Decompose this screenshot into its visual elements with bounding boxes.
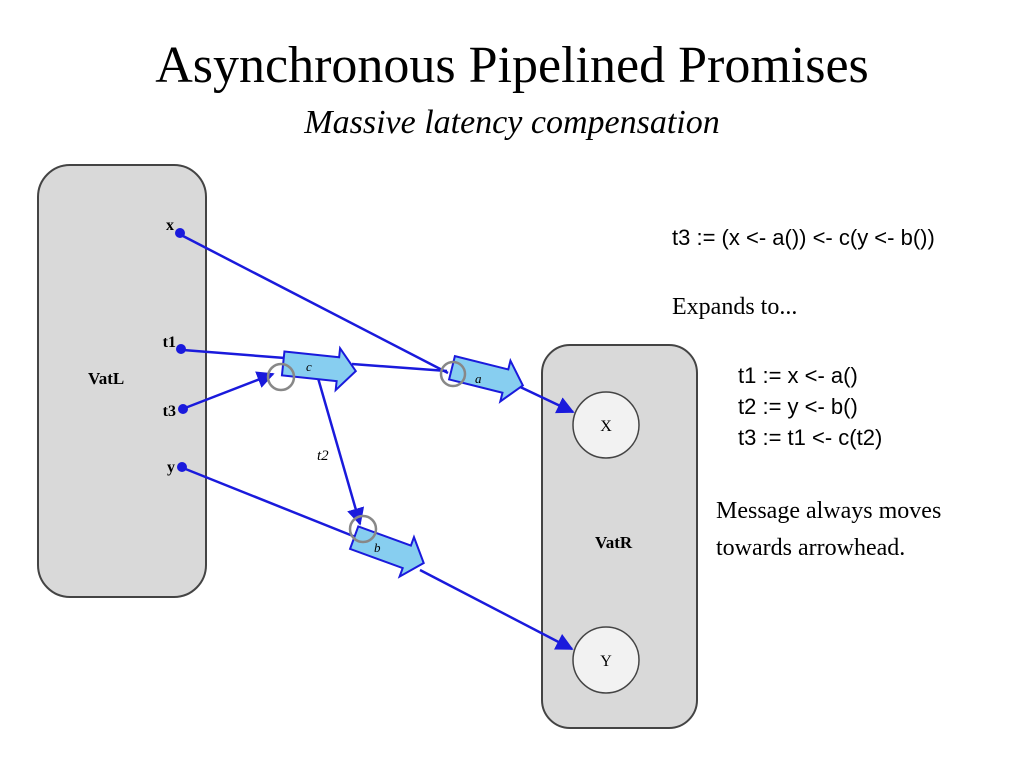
port-t3-dot (178, 404, 188, 414)
link-a-to-object-x (515, 383, 575, 414)
port-x-label: x (166, 217, 174, 234)
slide-title: Asynchronous Pipelined Promises (155, 37, 869, 94)
t2-label: t2 (317, 448, 329, 464)
expands-text: Expands to... (672, 294, 797, 320)
vat-left-box (37, 164, 207, 598)
vat-left-label: VatL (88, 369, 124, 388)
object-y-label: Y (600, 653, 612, 670)
message-c-shape (280, 345, 358, 393)
slide-subtitle: Massive latency compensation (303, 104, 719, 141)
port-t3-label: t3 (163, 403, 176, 420)
promise-ring-b (348, 514, 378, 544)
port-y-label: y (167, 459, 175, 476)
vat-right-label: VatR (595, 533, 633, 552)
port-y-dot (177, 462, 187, 472)
link-t3-to-c (184, 371, 275, 410)
object-x-label: X (600, 418, 612, 435)
step-2-text: t2 := y <- b() (738, 394, 858, 419)
message-b-label: b (374, 540, 381, 555)
message-b-shape (348, 525, 425, 579)
port-t1-dot (176, 344, 186, 354)
message-a-shape (447, 354, 525, 404)
step-1-text: t1 := x <- a() (738, 363, 858, 388)
object-x (572, 391, 640, 459)
link-t1-to-c (182, 348, 286, 360)
link-t2 (316, 377, 365, 526)
remark-line-1: Message always moves (716, 498, 941, 524)
remark-line-2: towards arrowhead. (716, 535, 905, 561)
expression-text: t3 := (x <- a()) <- c(y <- b()) (672, 225, 935, 250)
port-t1-label: t1 (163, 334, 176, 351)
message-c-label: c (306, 359, 312, 374)
link-b-to-object-y (419, 568, 574, 651)
port-x-dot (175, 228, 185, 238)
promise-ring-a (439, 360, 467, 388)
link-y-to-b (182, 466, 359, 540)
message-a-label: a (475, 371, 482, 386)
promise-ring-c (266, 362, 296, 392)
link-x-to-a (182, 234, 449, 375)
link-c-to-a (351, 362, 448, 373)
object-y (572, 626, 640, 694)
step-3-text: t3 := t1 <- c(t2) (738, 425, 882, 450)
